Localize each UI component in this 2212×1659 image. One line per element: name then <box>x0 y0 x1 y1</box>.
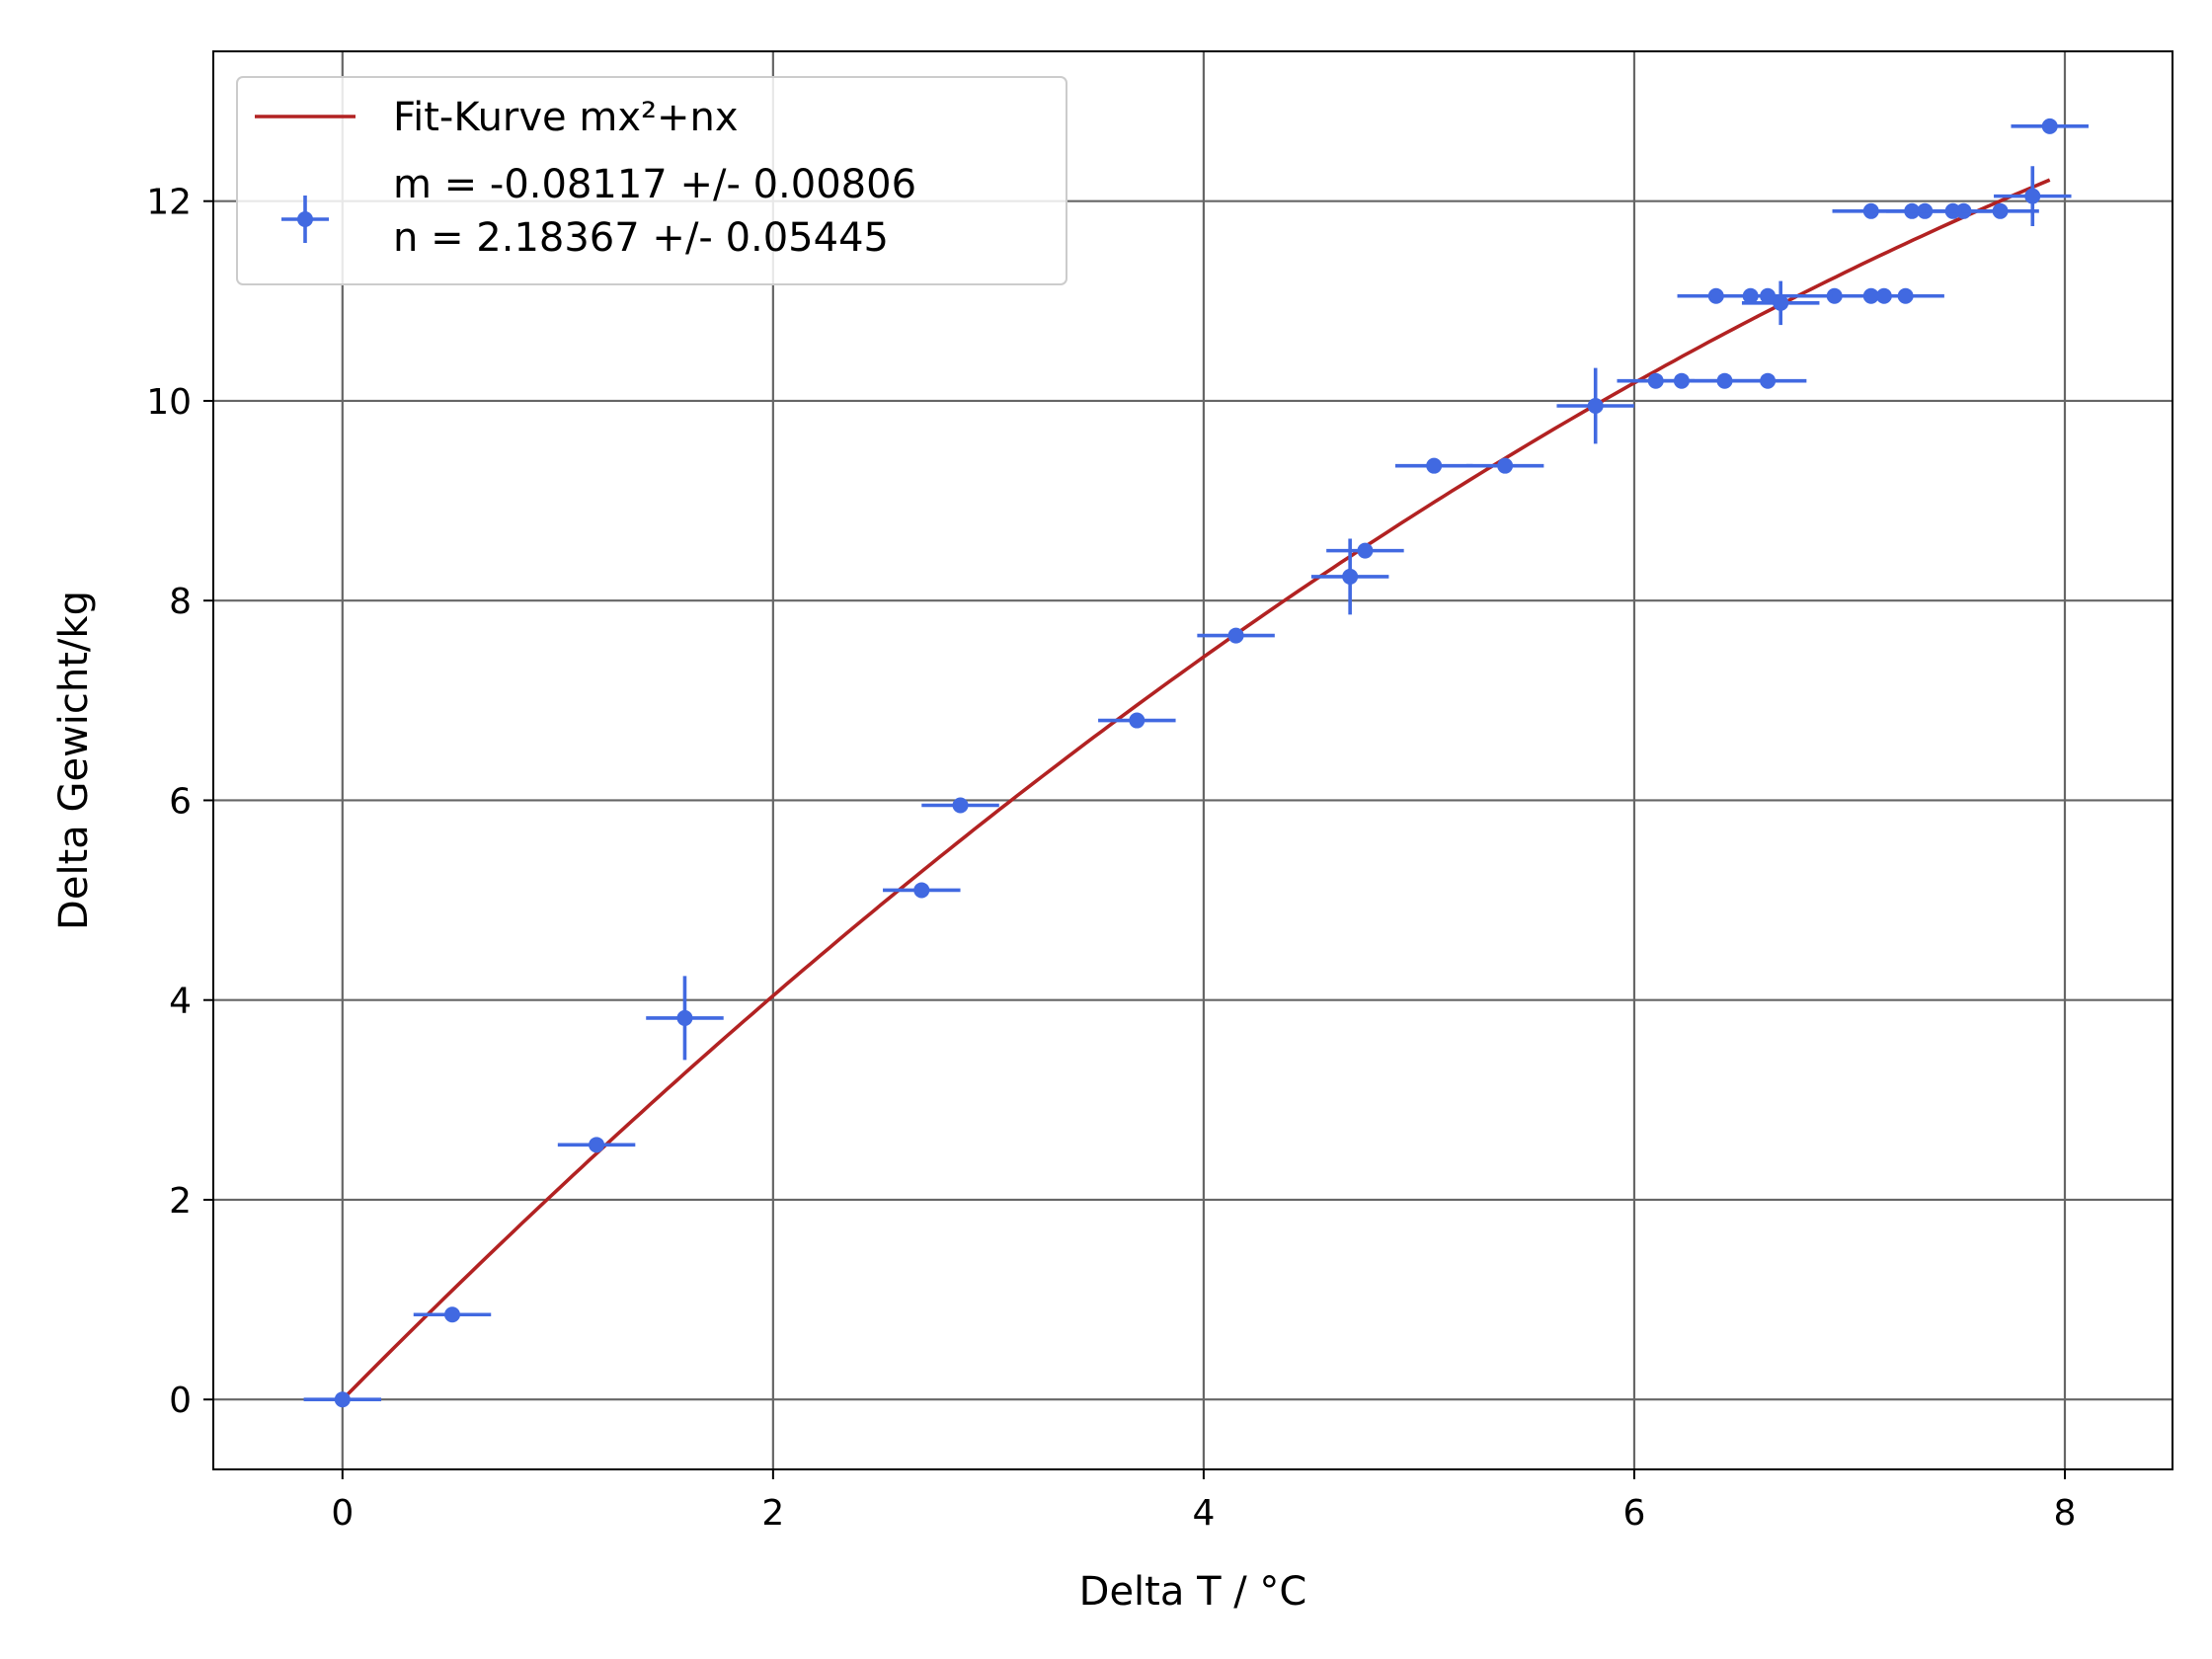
y-tick-label: 6 <box>169 781 192 822</box>
data-point <box>1465 457 1544 474</box>
data-point <box>921 797 999 814</box>
x-tick-label: 2 <box>761 1493 784 1534</box>
data-point <box>883 882 961 899</box>
data-point <box>646 976 724 1061</box>
y-tick-label: 12 <box>146 183 192 223</box>
fit-curve-layer <box>341 178 2051 1401</box>
data-marker <box>1227 627 1244 644</box>
x-tick-label: 6 <box>1622 1493 1645 1534</box>
y-tick-label: 4 <box>169 982 192 1022</box>
fit-curve <box>341 178 2051 1401</box>
x-tick-label: 0 <box>331 1493 354 1534</box>
data-marker <box>1760 287 1777 304</box>
data-marker <box>334 1391 351 1408</box>
grid <box>213 51 2172 1469</box>
x-tick-label: 8 <box>2054 1493 2077 1534</box>
legend-m-label: m = -0.08117 +/- 0.00806 <box>393 162 916 207</box>
data-point <box>2011 118 2089 134</box>
x-tick-label: 4 <box>1192 1493 1215 1534</box>
data-marker <box>1862 202 1879 219</box>
data-marker <box>1716 372 1733 389</box>
data-point <box>1961 202 2039 219</box>
data-marker <box>1992 202 2009 219</box>
data-marker <box>913 882 930 899</box>
data-marker <box>1129 712 1146 729</box>
data-point <box>1728 372 1807 389</box>
data-point <box>413 1306 492 1323</box>
data-marker <box>1342 568 1359 585</box>
legend-data-marker <box>297 211 313 227</box>
y-tick-label: 8 <box>169 582 192 622</box>
data-marker <box>1357 542 1374 559</box>
y-tick-label: 10 <box>146 382 192 423</box>
x-axis-label: Delta T / °C <box>1079 1569 1307 1615</box>
data-point <box>303 1391 382 1408</box>
data-marker <box>1497 457 1514 474</box>
data-point <box>1197 627 1275 644</box>
data-marker <box>2024 188 2041 204</box>
data-points <box>303 118 2089 1408</box>
data-marker <box>952 797 969 814</box>
data-point <box>1394 457 1473 474</box>
data-point <box>1556 367 1634 444</box>
data-marker <box>1673 372 1690 389</box>
data-point <box>1866 287 1944 304</box>
data-point <box>1326 542 1404 559</box>
data-point <box>1728 287 1807 304</box>
data-marker <box>1587 398 1604 414</box>
data-marker <box>676 1009 693 1026</box>
axis-ticks: 0 2 4 6 8 0 2 4 6 8 10 12 <box>146 183 2076 1534</box>
legend-fit-label: Fit-Kurve mx²+nx <box>393 95 739 140</box>
data-marker <box>1760 372 1777 389</box>
plot-frame <box>212 50 2173 1470</box>
data-marker <box>1897 287 1914 304</box>
data-marker <box>444 1306 461 1323</box>
data-marker <box>1773 294 1789 311</box>
legend-n-label: n = 2.18367 +/- 0.05445 <box>393 215 889 261</box>
data-point <box>1741 280 1820 326</box>
y-tick-label: 0 <box>169 1381 192 1421</box>
y-axis-label: Delta Gewicht/kg <box>51 591 97 930</box>
data-point <box>1994 166 2072 226</box>
data-marker <box>589 1137 605 1153</box>
y-tick-label: 2 <box>169 1181 192 1222</box>
data-marker <box>1426 457 1443 474</box>
data-point <box>1098 712 1176 729</box>
data-marker <box>2041 118 2058 134</box>
legend-data-swatch <box>281 196 329 243</box>
legend: Fit-Kurve mx²+nx m = -0.08117 +/- 0.0080… <box>236 76 1067 285</box>
legend-box <box>236 76 1067 285</box>
data-point <box>557 1137 636 1153</box>
